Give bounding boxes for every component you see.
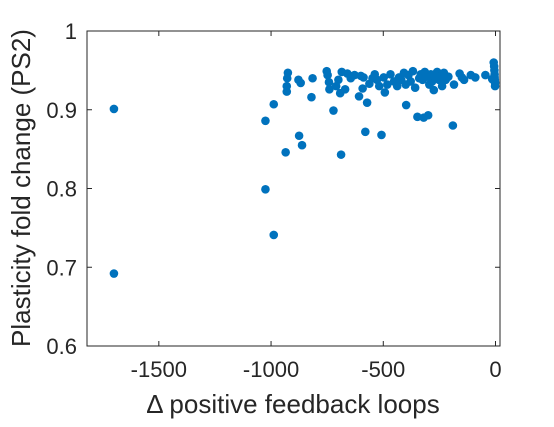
x-tick-label: -500 bbox=[361, 357, 405, 382]
y-tick-label: 0.7 bbox=[46, 255, 77, 280]
axis-ticks: -1500 -1000 -500 0 0.6 0.7 0.8 0.9 1 bbox=[46, 19, 501, 382]
data-point bbox=[354, 92, 364, 101]
y-tick-label: 0.6 bbox=[46, 334, 77, 359]
data-point bbox=[459, 75, 469, 85]
data-point bbox=[297, 140, 307, 150]
data-point bbox=[358, 84, 367, 93]
data-point bbox=[437, 81, 447, 91]
data-point bbox=[269, 99, 279, 109]
data-point bbox=[374, 81, 384, 91]
data-point bbox=[350, 70, 359, 80]
data-point bbox=[471, 73, 480, 82]
data-point bbox=[359, 73, 368, 82]
data-point bbox=[325, 84, 334, 94]
data-point bbox=[329, 106, 338, 115]
data-point bbox=[392, 81, 402, 91]
data-point bbox=[413, 112, 422, 122]
data-point bbox=[401, 100, 411, 110]
data-point bbox=[340, 84, 350, 94]
data-point bbox=[429, 85, 439, 95]
data-point bbox=[109, 104, 119, 114]
y-tick-label: 0.8 bbox=[46, 177, 77, 202]
data-point bbox=[449, 80, 459, 89]
data-point bbox=[307, 92, 316, 102]
data-point bbox=[308, 73, 317, 83]
data-point bbox=[283, 68, 293, 78]
data-point bbox=[448, 121, 458, 130]
data-point bbox=[410, 83, 420, 92]
data-point bbox=[362, 98, 372, 107]
y-tick-label: 0.9 bbox=[46, 98, 77, 123]
data-point bbox=[481, 70, 490, 80]
data-point bbox=[109, 269, 119, 278]
data-point bbox=[336, 150, 346, 159]
x-tick-label: 0 bbox=[489, 357, 501, 382]
y-tick-label: 1 bbox=[65, 19, 77, 44]
x-tick-label: -1500 bbox=[131, 357, 187, 382]
data-point bbox=[379, 73, 389, 82]
data-points bbox=[109, 58, 500, 278]
data-point bbox=[377, 130, 386, 140]
data-point bbox=[383, 80, 392, 89]
data-point bbox=[490, 81, 500, 91]
data-point bbox=[261, 116, 270, 126]
data-point bbox=[380, 88, 390, 97]
x-tick-label: -1000 bbox=[243, 357, 299, 382]
data-point bbox=[444, 72, 453, 81]
data-point bbox=[386, 70, 395, 79]
data-point bbox=[323, 70, 332, 80]
y-axis-label: Plasticity fold change (PS2) bbox=[6, 29, 36, 347]
data-point bbox=[324, 77, 334, 87]
data-point bbox=[282, 81, 292, 91]
data-point bbox=[423, 110, 433, 120]
data-point bbox=[269, 230, 279, 240]
data-point bbox=[406, 77, 415, 86]
data-point bbox=[281, 147, 290, 157]
data-point bbox=[361, 127, 370, 137]
data-point bbox=[334, 75, 343, 85]
data-point bbox=[261, 184, 270, 194]
data-point bbox=[408, 66, 418, 76]
data-point bbox=[296, 78, 305, 88]
x-axis-label: Δ positive feedback loops bbox=[146, 389, 439, 419]
data-point bbox=[294, 131, 304, 141]
